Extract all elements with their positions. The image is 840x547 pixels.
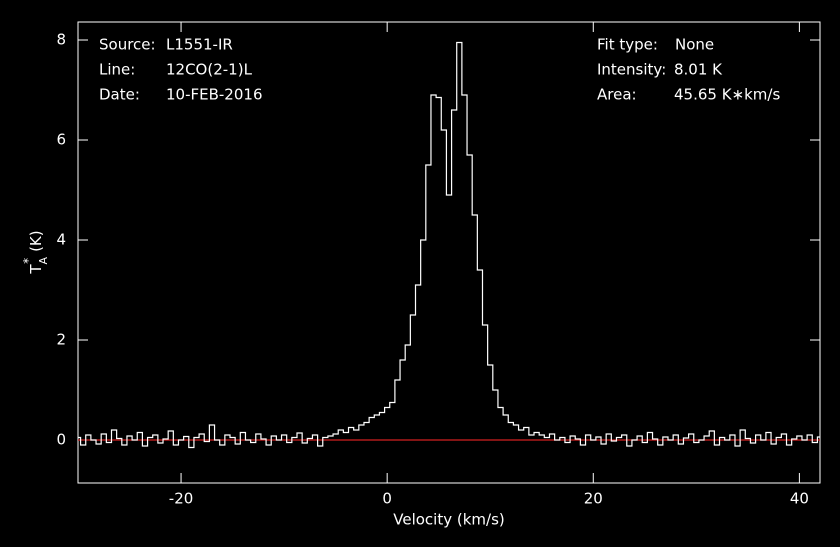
y-tick-label: 4 — [56, 231, 66, 249]
info-value: 12CO(2-1)L — [166, 61, 253, 79]
info-label: Intensity: — [597, 61, 666, 79]
x-tick-label: 40 — [790, 490, 809, 508]
info-value: 8.01 K — [674, 61, 723, 79]
y-tick-label: 6 — [56, 131, 66, 149]
x-tick-label: 0 — [382, 490, 392, 508]
info-value: None — [675, 36, 714, 54]
y-label-sub: A — [37, 256, 50, 264]
info-value: 10-FEB-2016 — [166, 86, 262, 104]
x-axis-label: Velocity (km/s) — [393, 511, 504, 529]
x-tick-label: -20 — [169, 490, 194, 508]
plot-frame — [77, 21, 821, 484]
info-label: Fit type: — [597, 36, 658, 54]
x-tick-label: 20 — [584, 490, 603, 508]
info-label: Line: — [99, 61, 135, 79]
y-label-base: T — [27, 264, 45, 275]
y-label-unit: (K) — [27, 230, 45, 252]
info-label: Source: — [99, 36, 156, 54]
y-label-sup: * — [21, 258, 35, 264]
info-value: L1551-IR — [166, 36, 233, 54]
y-tick-label: 2 — [56, 331, 66, 349]
y-axis-label: TA* (K) — [21, 230, 51, 274]
info-label: Date: — [99, 86, 140, 104]
y-tick-label: 8 — [56, 31, 66, 49]
spectrum-line — [78, 41, 820, 449]
info-label: Area: — [597, 86, 637, 104]
y-tick-label: 0 — [56, 431, 66, 449]
info-value: 45.65 K∗km/s — [674, 86, 780, 104]
